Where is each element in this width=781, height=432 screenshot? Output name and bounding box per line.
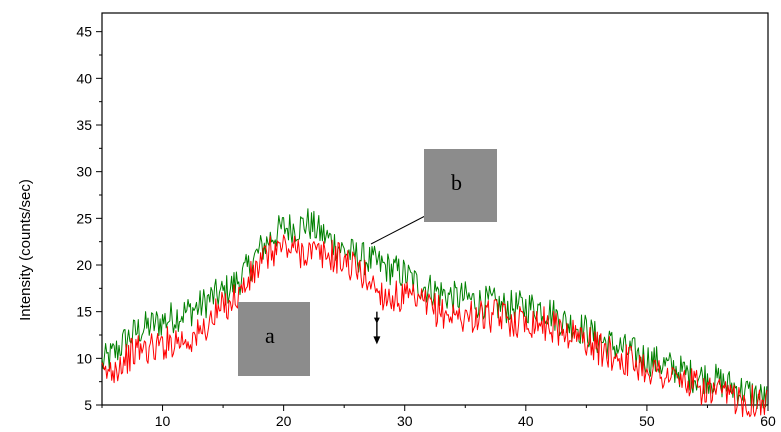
- x-tick-label: 20: [276, 413, 292, 429]
- y-tick-label: 40: [76, 70, 92, 86]
- y-axis-title: Intensity (counts/sec): [17, 179, 34, 321]
- y-tick-label: 25: [76, 210, 92, 226]
- y-tick-label: 30: [76, 164, 92, 180]
- series-line-0: [101, 208, 768, 409]
- x-tick-label: 50: [639, 413, 655, 429]
- series-line-1: [101, 234, 768, 418]
- y-tick-label: 45: [76, 24, 92, 40]
- label-box-b: [424, 149, 497, 222]
- label-b: b: [451, 170, 462, 195]
- y-tick-label: 10: [76, 350, 92, 366]
- arrow-head-upper: [373, 317, 380, 324]
- y-tick-label: 5: [84, 397, 92, 413]
- label-a: a: [265, 323, 275, 348]
- label-b-leader: [370, 214, 428, 245]
- x-tick-label: 60: [760, 413, 776, 429]
- y-tick-label: 15: [76, 304, 92, 320]
- label-box-a: [238, 302, 310, 376]
- arrow-head: [373, 336, 381, 345]
- plot-border: [101, 12, 769, 406]
- y-tick-label: 35: [76, 117, 92, 133]
- plot-frame: [101, 12, 769, 406]
- x-tick-label: 10: [155, 413, 171, 429]
- series-layer: [101, 208, 769, 418]
- x-tick-label: 40: [518, 413, 534, 429]
- x-tick-label: 30: [397, 413, 413, 429]
- x-axis: 10 20 30 40 50 60: [101, 405, 776, 429]
- annotation-layer: ab: [238, 149, 497, 376]
- y-axis: 5 10 15 20 25 30 35 40 45: [76, 24, 102, 413]
- y-tick-label: 20: [76, 257, 92, 273]
